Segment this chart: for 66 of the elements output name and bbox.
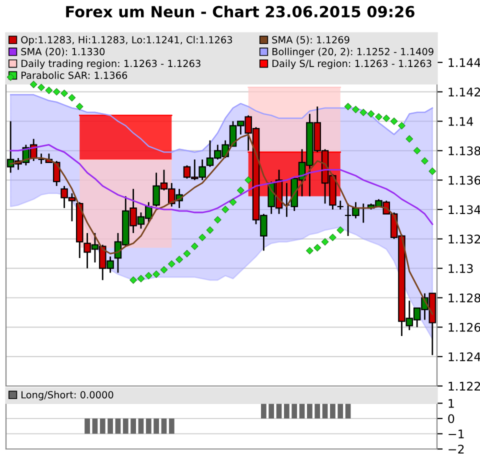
point [314,244,322,252]
legend-label: Long/Short: 0.0000 [22,390,114,400]
point [45,86,53,94]
y-tick-label: 1 [448,399,454,408]
point [183,250,191,258]
y-tick-label: −2 [448,444,464,454]
y-tick-label: 1.136 [448,176,480,185]
point [52,88,60,96]
point [413,146,421,154]
point [329,234,336,242]
point [176,256,184,264]
point [428,168,436,175]
y-tick-label: 1.122 [448,382,480,390]
y-tick-label: 0 [448,414,454,424]
point [144,272,152,280]
point [38,84,45,92]
point [68,94,76,102]
point [398,122,406,130]
point [382,114,390,122]
point [367,110,375,118]
point [321,238,329,246]
y-tick-label: 1.13 [448,264,473,273]
point [198,234,206,242]
legend-label: Op:1.1283, Hi:1.1283, Lo:1.1241, Cl:1.1263 [21,36,232,46]
point [206,226,214,234]
point [190,242,198,250]
legend-label: SMA (20): 1.1330 [21,48,105,56]
point [406,135,414,143]
point [60,90,68,97]
y-tick-label: −1 [448,430,464,438]
point [214,216,222,224]
point [222,206,230,214]
y-tick-label: 1.142 [448,88,480,96]
y-tick-label: 1.126 [448,322,480,332]
point [336,226,344,234]
legend-label: Parabolic SAR: 1.1366 [22,71,128,79]
point [375,113,382,121]
point [160,266,168,274]
point [390,118,398,125]
legend-label: SMA (5): 1.1269 [272,36,350,45]
point [236,186,244,194]
point [30,80,38,88]
y-tick-label: 1.132 [448,234,480,244]
line-series [10,94,434,153]
y-tick-label: 1.14 [448,117,474,126]
point [306,247,314,254]
point [137,274,145,282]
chart-title: Forex um Neun - Chart 23.06.2015 09:26 [66,6,414,18]
legend-label: Daily S/L region: 1.1263 - 1.1263 [272,60,432,70]
point [130,276,137,284]
point [344,102,352,110]
point [352,106,360,114]
y-tick-label: 1.128 [448,293,480,302]
candlestick [336,200,344,210]
point [229,198,237,206]
point [244,176,252,184]
line-series [10,144,434,225]
legend-label: Bollinger (20, 2): 1.1252 - 1.1409 [272,48,434,58]
point [76,102,84,110]
point [421,157,428,165]
legend-label: Daily trading region: 1.1263 - 1.1263 [22,60,200,70]
point [152,270,160,278]
point [360,108,368,116]
point [6,73,14,81]
y-tick-label: 1.138 [448,146,480,156]
point [168,260,176,268]
